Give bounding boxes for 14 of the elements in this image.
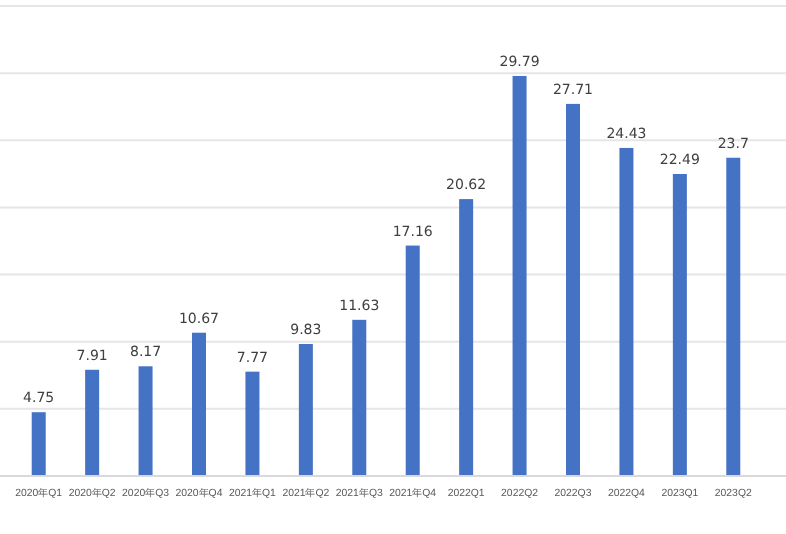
bar: [566, 103, 580, 476]
bar: [672, 173, 687, 476]
bar: [245, 371, 260, 476]
bar: [138, 366, 153, 476]
bar: [459, 199, 474, 476]
bar: [726, 157, 741, 476]
bar: [192, 332, 206, 476]
bar: [352, 319, 367, 476]
bar: [298, 344, 313, 476]
bar: [512, 75, 527, 476]
bar: [619, 147, 634, 476]
bar: [31, 412, 46, 476]
bar: [85, 369, 100, 476]
bar: [405, 245, 420, 476]
